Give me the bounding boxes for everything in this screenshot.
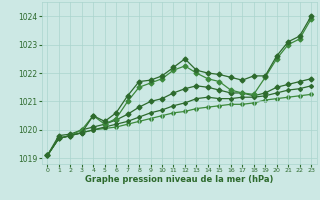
X-axis label: Graphe pression niveau de la mer (hPa): Graphe pression niveau de la mer (hPa) bbox=[85, 175, 273, 184]
